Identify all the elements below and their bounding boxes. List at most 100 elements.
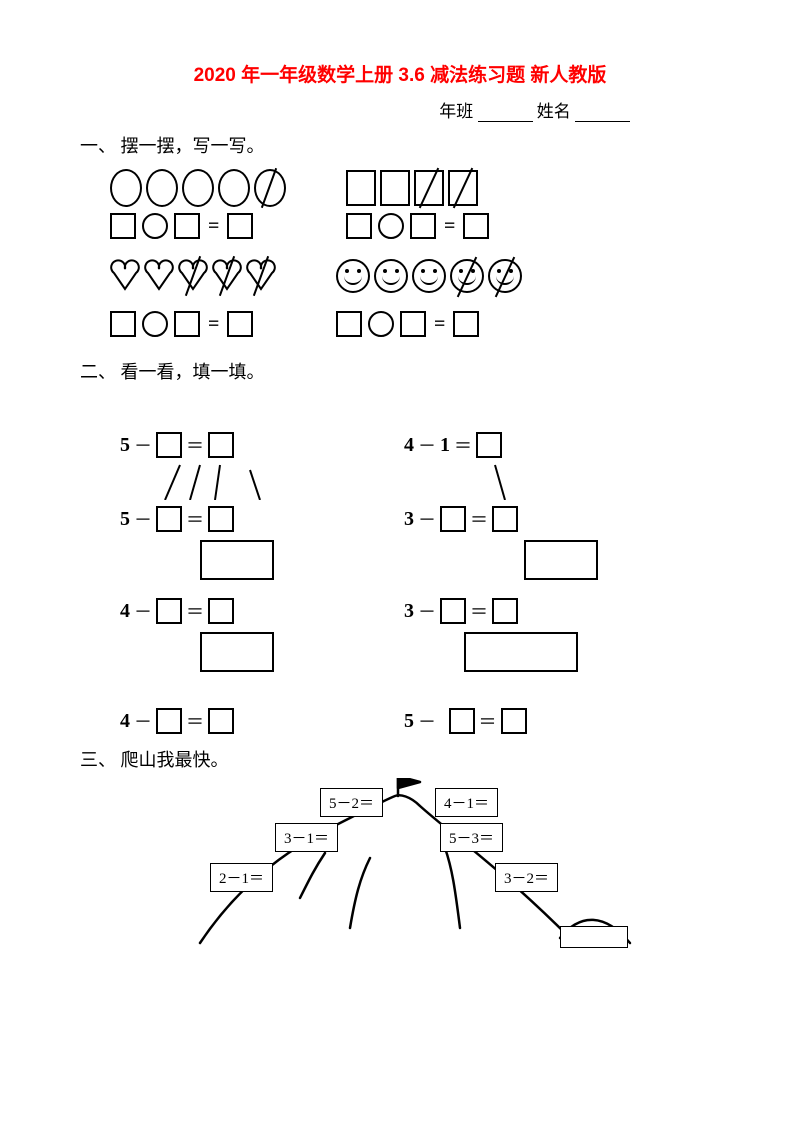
minus-sign: － xyxy=(134,432,152,458)
answer-box[interactable] xyxy=(463,213,489,239)
page-title: 2020 年一年级数学上册 3.6 减法练习题 新人教版 xyxy=(80,60,720,87)
smiley-icon xyxy=(374,259,408,293)
hearts-row xyxy=(110,256,276,296)
answer-box[interactable] xyxy=(410,213,436,239)
answer-box[interactable] xyxy=(336,311,362,337)
mountain-problem-e[interactable]: 2－1＝ xyxy=(210,863,273,892)
answer-box[interactable] xyxy=(453,311,479,337)
heart-icon xyxy=(144,259,174,293)
smiley-icon xyxy=(336,259,370,293)
minus-sign: － xyxy=(418,708,436,734)
number: 5 xyxy=(120,434,130,457)
oval-strike-icon xyxy=(254,169,286,207)
minus-sign: － xyxy=(418,506,436,532)
equals-sign: ＝ xyxy=(186,432,204,458)
answer-box[interactable] xyxy=(208,708,234,734)
operator-box[interactable] xyxy=(142,311,168,337)
answer-box[interactable] xyxy=(501,708,527,734)
large-answer-box[interactable] xyxy=(200,632,274,672)
answer-box[interactable] xyxy=(156,432,182,458)
answer-box[interactable] xyxy=(440,598,466,624)
equation: 4 － ＝ xyxy=(120,708,234,734)
mountain-answer-box[interactable] xyxy=(560,926,628,948)
square-strike-icon xyxy=(414,170,444,206)
answer-box[interactable] xyxy=(227,311,253,337)
smiley-strike-icon xyxy=(450,259,484,293)
operator-box[interactable] xyxy=(378,213,404,239)
mountain-problem-c[interactable]: 3－1＝ xyxy=(275,823,338,852)
number: 5 xyxy=(120,508,130,531)
answer-box[interactable] xyxy=(110,213,136,239)
answer-box[interactable] xyxy=(208,432,234,458)
answer-box[interactable] xyxy=(156,598,182,624)
equation: 4 － 1 ＝ xyxy=(404,432,502,458)
equals-sign: ＝ xyxy=(454,432,472,458)
name-blank[interactable] xyxy=(575,105,630,122)
number: 5 xyxy=(404,710,414,733)
equals-sign: ＝ xyxy=(186,598,204,624)
answer-box[interactable] xyxy=(449,708,475,734)
minus-sign: － xyxy=(134,708,152,734)
operator-box[interactable] xyxy=(368,311,394,337)
answer-box[interactable] xyxy=(174,213,200,239)
mountain-problem-d[interactable]: 5－3＝ xyxy=(440,823,503,852)
answer-box[interactable] xyxy=(156,708,182,734)
square-icon xyxy=(380,170,410,206)
equation-template: = xyxy=(346,212,489,240)
operator-box[interactable] xyxy=(142,213,168,239)
answer-box[interactable] xyxy=(174,311,200,337)
answer-box[interactable] xyxy=(110,311,136,337)
equals-sign: ＝ xyxy=(186,708,204,734)
number: 4 xyxy=(120,710,130,733)
oval-icon xyxy=(182,169,214,207)
number: 4 xyxy=(404,434,414,457)
mountain-diagram: 5－2＝ 4－1＝ 3－1＝ 5－3＝ 2－1＝ 3－2＝ xyxy=(140,778,660,948)
answer-box[interactable] xyxy=(400,311,426,337)
answer-box[interactable] xyxy=(208,506,234,532)
section3-head: 三、 爬山我最快。 xyxy=(80,746,720,772)
number: 1 xyxy=(440,434,450,457)
heart-strike-icon xyxy=(178,259,208,293)
minus-sign: － xyxy=(418,598,436,624)
square-icon xyxy=(346,170,376,206)
square-strike-icon xyxy=(448,170,478,206)
grade-blank[interactable] xyxy=(478,105,533,122)
equals-sign: = xyxy=(206,215,221,238)
oval-icon xyxy=(146,169,178,207)
answer-box[interactable] xyxy=(492,506,518,532)
large-answer-box[interactable] xyxy=(200,540,274,580)
minus-sign: － xyxy=(418,432,436,458)
number: 4 xyxy=(120,600,130,623)
large-answer-box[interactable] xyxy=(464,632,578,672)
equals-sign: = xyxy=(432,313,447,336)
equation: 5 － ＝ xyxy=(404,708,527,734)
number: 3 xyxy=(404,508,414,531)
equation-template: = xyxy=(110,310,276,338)
equals-sign: ＝ xyxy=(479,708,497,734)
grade-label: 年班 xyxy=(439,102,473,121)
mountain-problem-a[interactable]: 5－2＝ xyxy=(320,788,383,817)
squares-row xyxy=(346,168,489,208)
equation: 4 － ＝ xyxy=(120,598,234,624)
equals-sign: = xyxy=(442,215,457,238)
equation-template: = xyxy=(110,212,286,240)
equation: 5 － ＝ xyxy=(120,432,234,458)
answer-box[interactable] xyxy=(440,506,466,532)
mountain-problem-f[interactable]: 3－2＝ xyxy=(495,863,558,892)
section2-head: 二、 看一看，填一填。 xyxy=(80,358,720,384)
hatch-marks xyxy=(120,470,720,494)
answer-box[interactable] xyxy=(227,213,253,239)
answer-box[interactable] xyxy=(156,506,182,532)
equals-sign: ＝ xyxy=(470,506,488,532)
section1-head: 一、 摆一摆，写一写。 xyxy=(80,132,720,158)
name-label: 姓名 xyxy=(537,102,571,121)
mountain-problem-b[interactable]: 4－1＝ xyxy=(435,788,498,817)
answer-box[interactable] xyxy=(346,213,372,239)
oval-icon xyxy=(110,169,142,207)
large-answer-box[interactable] xyxy=(524,540,598,580)
answer-box[interactable] xyxy=(208,598,234,624)
oval-icon xyxy=(218,169,250,207)
smiley-icon xyxy=(412,259,446,293)
answer-box[interactable] xyxy=(476,432,502,458)
answer-box[interactable] xyxy=(492,598,518,624)
